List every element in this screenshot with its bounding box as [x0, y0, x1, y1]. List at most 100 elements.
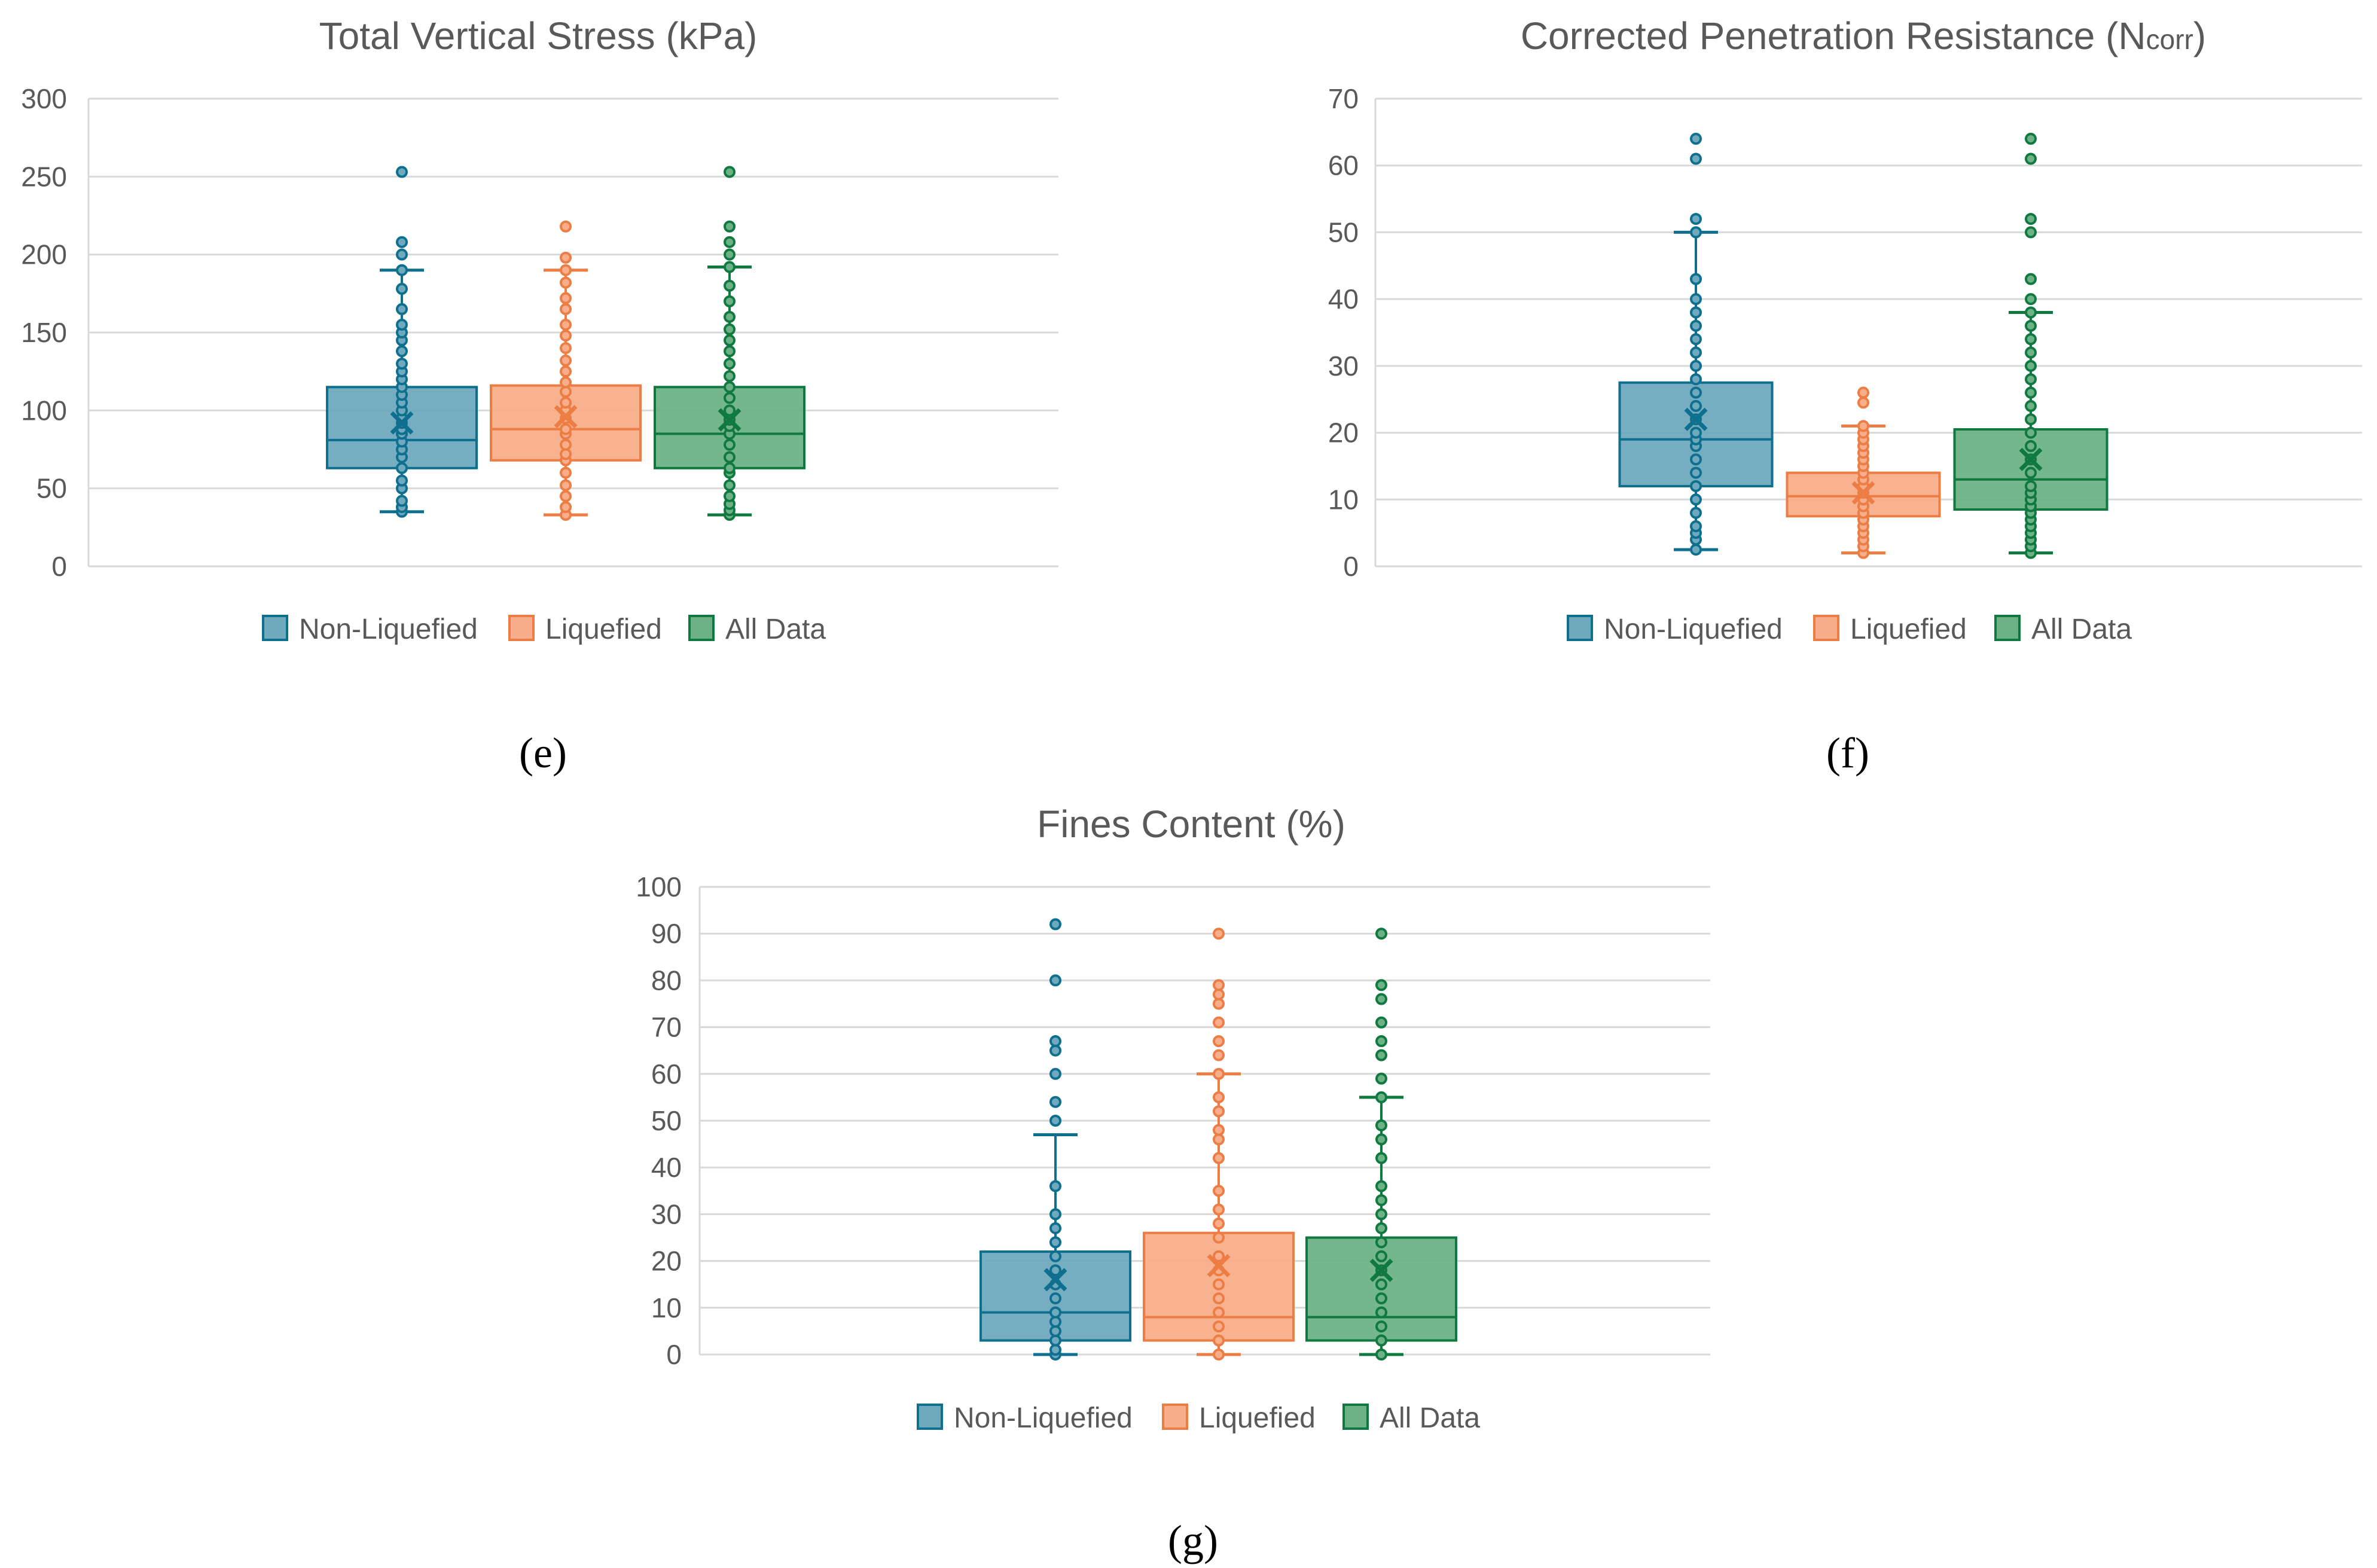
- y-tick-label: 300: [21, 83, 67, 114]
- data-point: [560, 342, 572, 355]
- data-point: [1375, 1349, 1387, 1360]
- data-point: [1049, 1292, 1061, 1305]
- data-point: [1375, 979, 1387, 992]
- legend-label: All Data: [2031, 614, 2132, 645]
- legend-item-all-data: All Data: [1994, 614, 2132, 645]
- data-point: [1049, 1316, 1061, 1328]
- y-tick-label: 50: [1328, 216, 1359, 248]
- data-point: [1049, 1115, 1061, 1127]
- box-series-liquefied: [1143, 928, 1295, 1360]
- mean-marker: [554, 405, 578, 429]
- data-point: [1375, 1250, 1387, 1262]
- legend-item-liquefied: Liquefied: [1813, 614, 1967, 645]
- data-point: [560, 448, 572, 460]
- legend-swatch: [262, 615, 288, 641]
- data-point: [1213, 1105, 1225, 1118]
- data-point: [1049, 1208, 1061, 1221]
- y-tick-label: 90: [651, 918, 682, 949]
- legend-item-all-data: All Data: [688, 614, 826, 645]
- legend-label: Liquefied: [545, 614, 662, 645]
- data-point: [1049, 1264, 1061, 1277]
- data-point: [1213, 1067, 1225, 1080]
- data-point: [724, 370, 736, 382]
- y-tick-label: 30: [651, 1198, 682, 1230]
- data-point: [1375, 1278, 1387, 1291]
- mean-marker: [1043, 1268, 1067, 1292]
- data-point: [2025, 386, 2037, 399]
- data-point: [1375, 993, 1387, 1005]
- data-point: [560, 466, 572, 479]
- legend-label: All Data: [725, 614, 826, 645]
- data-point: [1213, 1250, 1225, 1262]
- y-tick-label: 50: [651, 1105, 682, 1136]
- y-tick-label: 50: [36, 473, 67, 504]
- data-point: [396, 248, 408, 261]
- y-tick-label: 70: [1328, 83, 1359, 114]
- data-point: [1213, 1320, 1225, 1333]
- mean-marker: [390, 411, 414, 435]
- panel-label: (e): [519, 729, 567, 777]
- box-series-all-data: [1953, 133, 2109, 559]
- data-point: [724, 310, 736, 323]
- data-point: [1690, 426, 1702, 439]
- data-point: [2025, 306, 2037, 319]
- legend-item-non-liquefied: Non-Liquefied: [917, 1402, 1133, 1434]
- data-point: [1375, 1222, 1387, 1234]
- data-point: [396, 358, 408, 370]
- data-point: [724, 392, 736, 404]
- y-tick-label: 70: [651, 1012, 682, 1043]
- data-point: [1049, 974, 1061, 987]
- legend-label: Non-Liquefied: [299, 614, 478, 645]
- data-point: [2025, 426, 2037, 439]
- data-point: [1375, 928, 1387, 940]
- y-tick-label: 100: [636, 871, 682, 902]
- data-point: [724, 358, 736, 370]
- data-point: [2025, 413, 2037, 426]
- data-point: [396, 345, 408, 358]
- chart-title: Fines Content (%): [1037, 803, 1345, 846]
- data-point: [1690, 226, 1702, 239]
- data-point: [724, 220, 736, 233]
- legend-label: Non-Liquefied: [1604, 614, 1783, 645]
- data-point: [1375, 1180, 1387, 1192]
- data-point: [2025, 333, 2037, 346]
- data-point: [2025, 213, 2037, 225]
- legend-label: Liquefied: [1850, 614, 1967, 645]
- data-point: [2025, 319, 2037, 332]
- data-point: [396, 166, 408, 178]
- data-point: [724, 323, 736, 335]
- legend-swatch: [917, 1404, 943, 1430]
- data-point: [560, 276, 572, 289]
- y-tick-label: 40: [1328, 283, 1359, 315]
- data-point: [1690, 346, 1702, 359]
- mean-marker: [2019, 447, 2043, 471]
- data-point: [1049, 1334, 1061, 1347]
- chart-title: Total Vertical Stress (kPa): [319, 14, 758, 57]
- panel-label: (g): [1168, 1517, 1218, 1564]
- data-point: [1375, 1035, 1387, 1048]
- data-point: [2025, 359, 2037, 372]
- data-point: [560, 490, 572, 502]
- data-point: [1213, 1278, 1225, 1291]
- data-point: [560, 303, 572, 315]
- data-point: [1375, 1152, 1387, 1164]
- data-point: [1690, 520, 1702, 532]
- data-point: [2025, 373, 2037, 386]
- data-point: [2025, 440, 2037, 452]
- data-point: [1857, 396, 1869, 409]
- data-point: [396, 236, 408, 248]
- data-point: [1690, 152, 1702, 165]
- data-point: [724, 404, 736, 417]
- data-point: [1690, 359, 1702, 372]
- y-tick-label: 20: [651, 1246, 682, 1277]
- data-point: [2025, 133, 2037, 145]
- legend-swatch: [688, 615, 715, 641]
- data-point: [1690, 386, 1702, 399]
- box-series-non-liquefied: [980, 918, 1131, 1360]
- data-point: [1213, 1091, 1225, 1103]
- legend-item-non-liquefied: Non-Liquefied: [1567, 614, 1783, 645]
- legend-item-non-liquefied: Non-Liquefied: [262, 614, 478, 645]
- data-point: [1375, 1194, 1387, 1206]
- data-point: [396, 318, 408, 331]
- data-point: [1213, 1152, 1225, 1164]
